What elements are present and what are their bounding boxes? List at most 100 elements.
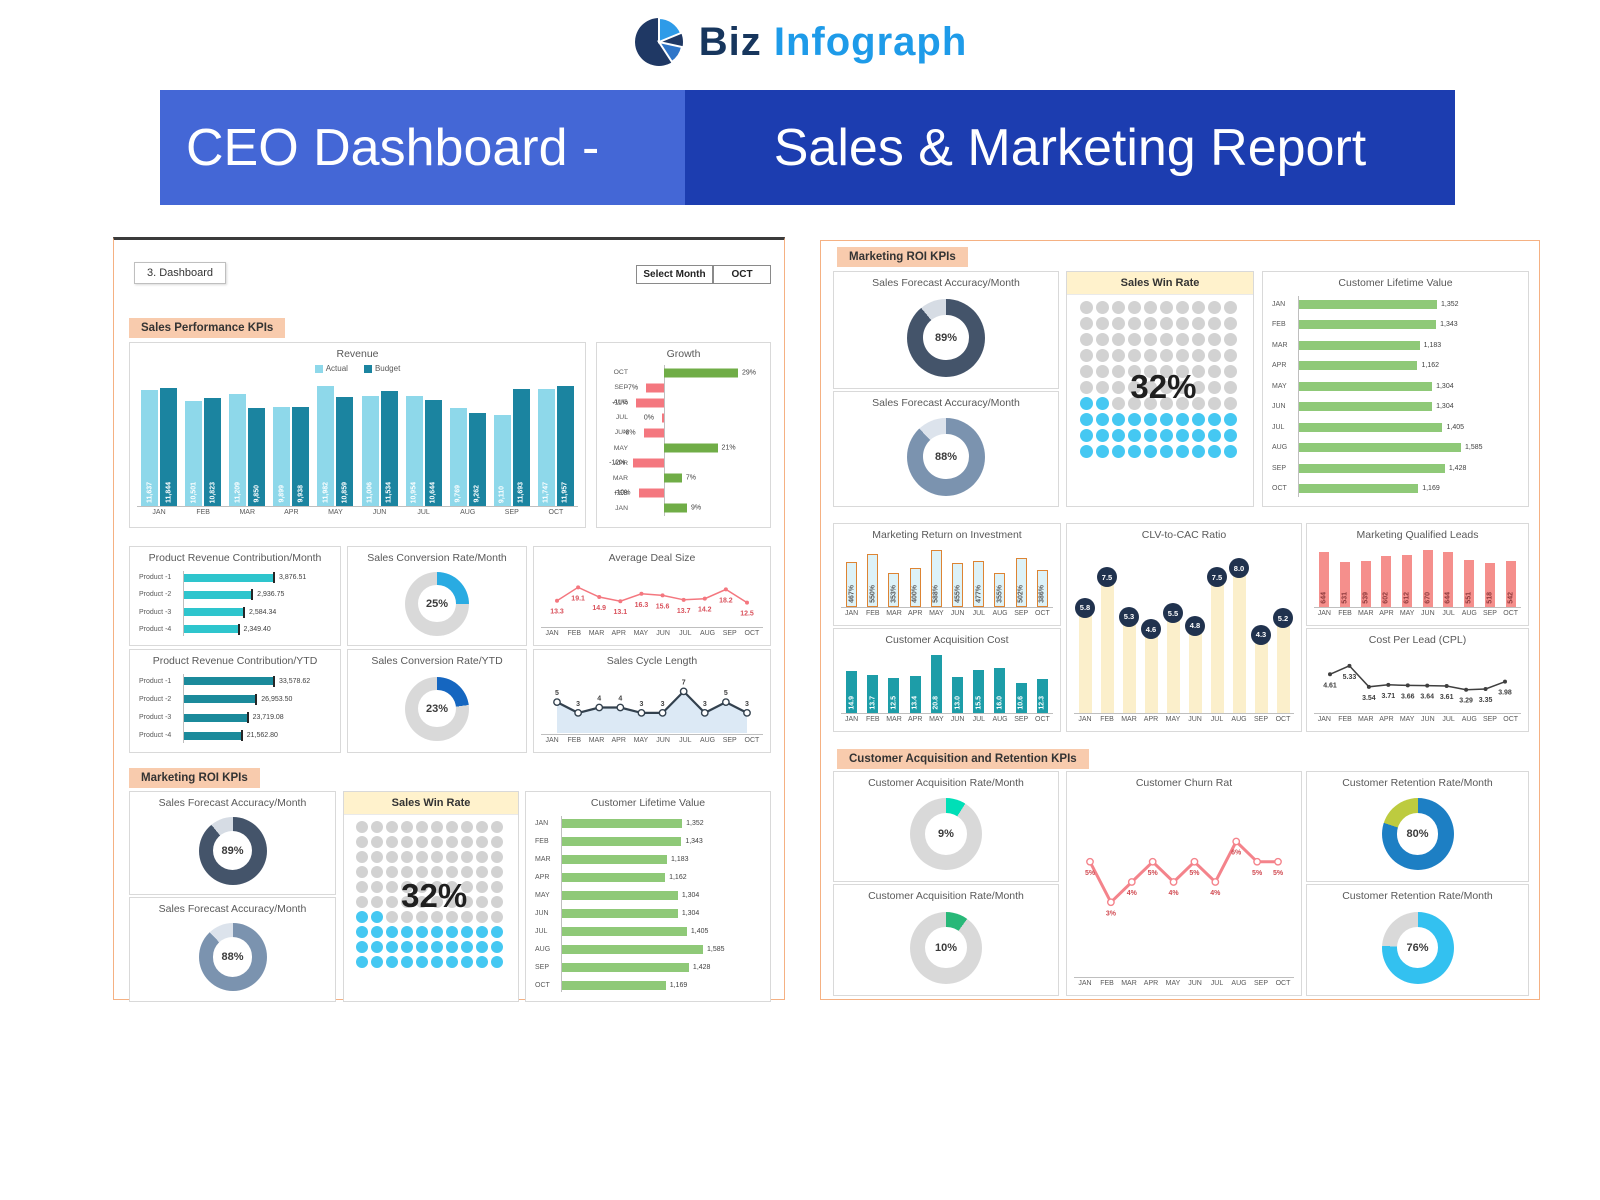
waffle-dot (491, 956, 503, 968)
value-label: 1,585 (1465, 444, 1483, 452)
waffle-dot (1128, 349, 1141, 362)
month-slicer-oct[interactable]: OCT (713, 265, 771, 284)
diverging-plot: OCT 29% SEP -7% AUG -11% JUL 0% JUN -8% MAY 21% APR -… (606, 365, 761, 516)
waffle-dot (431, 821, 443, 833)
waffle-dot (1224, 333, 1237, 346)
select-month-button[interactable]: Select Month (636, 265, 713, 284)
bar (561, 980, 666, 990)
hbar-row: Product -4 2,349.40 (139, 623, 331, 635)
waffle-dot (1080, 429, 1093, 442)
category-label: MAY (613, 444, 628, 452)
waffle-grid (1080, 301, 1240, 461)
svg-text:3: 3 (639, 701, 643, 708)
waffle-dot (1176, 413, 1189, 426)
value-label: 11,844 (165, 481, 173, 503)
legend: Actual Budget (137, 363, 578, 377)
axis-label: APR (611, 737, 626, 744)
value-bubble: 7.5 (1207, 567, 1227, 587)
waffle-dot (401, 851, 413, 863)
bar-column: 670 (1422, 544, 1433, 607)
svg-text:4%: 4% (1210, 890, 1221, 897)
waffle-dot (416, 821, 428, 833)
svg-text:3: 3 (576, 701, 580, 708)
waffle-dot (1224, 301, 1237, 314)
bar-column: 10.6 (1015, 649, 1027, 713)
bars-plot: 14.9 13.7 12.5 13.4 20.8 13.0 15.5 16.0 10.6 12.3 (841, 649, 1053, 714)
value-label: 1,405 (690, 927, 709, 935)
value-bubble: 4.8 (1185, 615, 1205, 636)
waffle-dot (416, 941, 428, 953)
value-label: 9,769 (454, 485, 462, 503)
value-label: 551 (1465, 592, 1473, 604)
waffle-dot (476, 821, 488, 833)
x-axis: JAN FEB MAR APR MAY JUN JUL AUG SEP OCT (541, 734, 763, 744)
waffle-dot (431, 836, 443, 848)
bar-column: 518 (1484, 544, 1495, 607)
waffle-dot (446, 821, 458, 833)
value-label: 1,304 (681, 909, 700, 917)
x-axis: JAN FEB MAR APR MAY JUN JUL AUG SEP OCT (541, 627, 763, 637)
customer-lifetime-value-card: Customer Lifetime Value JAN 1,352 FEB 1,343… (1262, 271, 1529, 507)
line-plot: 5% 3% 4% 5% 4% 5% 4% 6% 5% 5% (1085, 837, 1284, 917)
bar (1254, 635, 1268, 713)
value-label: 9,262 (473, 485, 481, 503)
hbar-row: JUL 1,405 (1272, 422, 1519, 432)
hbar-row: APR 1,162 (535, 872, 761, 882)
svg-text:3.54: 3.54 (1362, 695, 1376, 702)
waffle-dot (1224, 445, 1237, 458)
category-label: MAR (612, 474, 628, 482)
growth-row: AUG -11% (606, 395, 761, 410)
axis-label: FEB (1338, 610, 1352, 617)
customer-retention-rate-donut-76: 76% (1314, 905, 1521, 990)
bar-column: 386% (1036, 544, 1048, 607)
x-axis: JAN FEB MAR APR MAY JUN JUL AUG SEP OCT (1074, 714, 1294, 723)
axis-label: FEB (1100, 980, 1114, 987)
waffle-dot (1112, 429, 1125, 442)
value-label: 10.6 (1017, 696, 1025, 710)
waffle-dot (371, 821, 383, 833)
bar (561, 890, 678, 900)
svg-text:3.98: 3.98 (1498, 690, 1512, 697)
donut-ring: 10% (910, 911, 982, 984)
bar-group: 11,637 11,844 (141, 387, 178, 506)
waffle-dot (461, 866, 473, 878)
axis-label: JAN (1317, 610, 1331, 617)
waffle-dot (1112, 397, 1125, 410)
donut-center-label: 80% (1396, 813, 1439, 855)
axis-label: AUG (1231, 716, 1247, 723)
bar (183, 573, 273, 582)
hbar-row: MAY 1,304 (535, 890, 761, 900)
sales-conversion-ytd-donut: 23% (355, 670, 519, 747)
waffle-dot (476, 866, 488, 878)
axis-label: MAR (1357, 716, 1374, 723)
category-label: SEP (614, 384, 628, 392)
axis-label: AUG (699, 630, 716, 637)
category-label: JUL (535, 927, 548, 935)
waffle-dot (491, 821, 503, 833)
tab-dashboard[interactable]: 3. Dashboard (134, 262, 227, 284)
axis-label: MAR (1357, 610, 1374, 617)
sales-conversion-ytd-card: Sales Conversion Rate/YTD 23% (347, 649, 527, 753)
target-tick (273, 572, 275, 584)
waffle-dot (1144, 349, 1157, 362)
chart-title: Sales Cycle Length (606, 655, 698, 667)
value-bubble: 4.3 (1251, 624, 1271, 645)
svg-text:5%: 5% (1273, 870, 1284, 877)
hbar-row: SEP 1,428 (535, 962, 761, 972)
axis-label: MAR (886, 610, 902, 617)
axis-label: APR (908, 716, 923, 723)
waffle-dot (1144, 413, 1157, 426)
axis-label: SEP (1253, 980, 1268, 987)
bar: 612 (1402, 554, 1413, 607)
value-bubble: 5.5 (1163, 603, 1183, 623)
waffle-dot (386, 851, 398, 863)
waffle-dot (1144, 397, 1157, 410)
customer-retention-rate-donut-80: 80% (1314, 792, 1521, 876)
waffle-dot (1192, 429, 1205, 442)
marketing-qualified-leads-card: Marketing Qualified Leads 644 531 539 602 61… (1306, 523, 1529, 626)
svg-text:18.2: 18.2 (719, 597, 733, 604)
axis-label: JUL (1210, 716, 1224, 723)
waffle-dot (401, 821, 413, 833)
sales-forecast-accuracy-card-2: Sales Forecast Accuracy/Month 88% (833, 391, 1059, 507)
waffle-dot (401, 896, 413, 908)
